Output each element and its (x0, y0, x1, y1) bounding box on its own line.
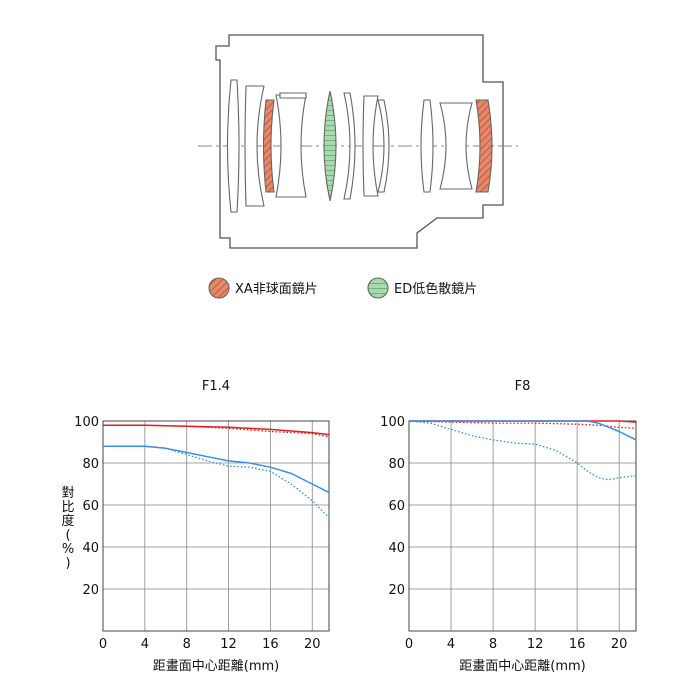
lens-element-8 (377, 99, 390, 193)
lens-element-5 (279, 92, 307, 99)
ed-legend-label: ED低色散鏡片 (394, 281, 477, 297)
x-tick-label: 12 (220, 637, 237, 652)
x-tick-label: 12 (527, 637, 544, 652)
x-tick-label: 8 (489, 637, 497, 652)
y-tick-label: 20 (82, 583, 99, 598)
chart-title: F8 (515, 379, 531, 394)
xa-element-rear (475, 99, 493, 193)
y-tick-label: 100 (74, 415, 99, 430)
x-axis-label: 距畫面中心距離(mm) (459, 659, 585, 674)
x-axis-label: 距畫面中心距離(mm) (153, 659, 279, 674)
series-line-blue-dotted (408, 420, 637, 481)
lens-element-10 (439, 102, 473, 190)
y-tick-label: 40 (82, 541, 99, 556)
x-tick-label: 8 (183, 637, 191, 652)
lens-element-6 (343, 92, 356, 200)
ed-legend-swatch (367, 277, 389, 299)
lens-element-7 (362, 95, 379, 197)
x-tick-label: 4 (447, 637, 455, 652)
mtf-charts: F1.40 4 8 12 16 2020406080100距畫面中心距離(mm)對比度(%… (61, 379, 637, 674)
ed-element (323, 90, 337, 202)
x-tick-label: 0 (99, 637, 107, 652)
y-tick-label: 100 (380, 415, 405, 430)
series-line-blue-dotted (103, 445, 330, 519)
lens-diagram (198, 34, 518, 249)
x-tick-label: 16 (569, 637, 586, 652)
chart-title: F1.4 (202, 379, 230, 394)
plot-frame (102, 420, 330, 632)
x-tick-label: 16 (262, 637, 279, 652)
series-line-red-solid (103, 424, 330, 436)
lens-legend: XA非球面鏡片 ED低色散鏡片 (208, 277, 477, 299)
plot-frame (408, 420, 637, 632)
x-tick-label: 20 (304, 637, 321, 652)
xa-legend-label: XA非球面鏡片 (235, 282, 318, 297)
y-tick-label: 80 (388, 457, 405, 472)
x-tick-label: 4 (141, 637, 149, 652)
lens-element-9 (420, 99, 434, 193)
x-tick-label: 20 (611, 637, 628, 652)
barrel-outline (215, 34, 504, 249)
y-tick-label: 60 (388, 499, 405, 514)
series-line-blue-solid (409, 420, 637, 441)
lens-element-2 (244, 85, 265, 207)
lens-element-4 (275, 94, 307, 198)
series-line-blue-solid (103, 445, 330, 494)
y-tick-label: 80 (82, 457, 99, 472)
y-tick-label: 20 (388, 583, 405, 598)
series-line-red-dotted (103, 424, 330, 438)
y-tick-label: 60 (82, 499, 99, 514)
x-tick-label: 0 (405, 637, 413, 652)
y-axis-label: 對比度(%) (61, 486, 74, 571)
xa-legend-swatch (208, 277, 230, 299)
y-tick-label: 40 (388, 541, 405, 556)
xa-element-front (262, 99, 275, 193)
lens-element-1 (226, 79, 240, 213)
